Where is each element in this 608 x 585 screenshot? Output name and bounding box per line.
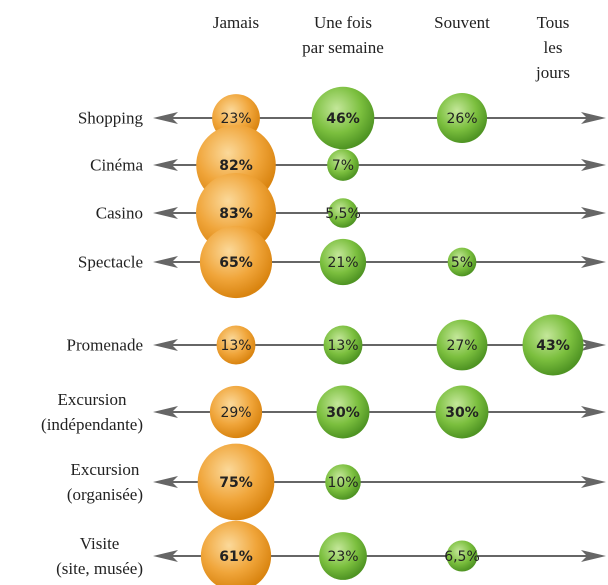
value-label: 82% bbox=[219, 158, 253, 174]
bubble bbox=[522, 314, 584, 376]
column-header: Une fois par semaine bbox=[302, 13, 384, 57]
arrow-head bbox=[153, 476, 178, 488]
arrow-head bbox=[581, 339, 606, 351]
value-label: 30% bbox=[445, 405, 479, 421]
row-label: Spectacle bbox=[77, 252, 143, 272]
value-label: 43% bbox=[536, 338, 570, 354]
value-label: 83% bbox=[219, 206, 253, 222]
value-label: 75% bbox=[219, 475, 253, 491]
arrow-head bbox=[153, 339, 178, 351]
value-label: 23% bbox=[327, 549, 358, 565]
row-label: Cinéma bbox=[90, 155, 143, 175]
column-header: Tous les jours bbox=[536, 13, 570, 82]
bubble bbox=[209, 385, 263, 439]
bubble bbox=[435, 385, 489, 439]
arrow-head bbox=[153, 550, 178, 562]
column-header: Souvent bbox=[434, 13, 490, 32]
value-label: 13% bbox=[220, 338, 251, 354]
row-label: Excursion (indépendante) bbox=[41, 390, 143, 434]
bubble bbox=[436, 319, 488, 371]
value-label: 46% bbox=[326, 111, 360, 127]
value-label: 5,5% bbox=[325, 206, 361, 222]
arrow-head bbox=[581, 406, 606, 418]
bubble bbox=[199, 225, 273, 299]
bubble bbox=[436, 92, 488, 144]
arrow-head bbox=[581, 112, 606, 124]
bubble bbox=[311, 86, 375, 150]
value-label: 7% bbox=[332, 158, 354, 174]
bubble bbox=[200, 520, 272, 585]
row-label: Excursion (organisée) bbox=[66, 460, 143, 504]
bubble bbox=[327, 149, 359, 181]
row-label: Visite (site, musée) bbox=[56, 534, 143, 578]
arrow-head bbox=[153, 207, 178, 219]
value-label: 23% bbox=[220, 111, 251, 127]
arrow-head bbox=[581, 159, 606, 171]
bubble bbox=[325, 464, 361, 500]
row-label: Casino bbox=[95, 203, 143, 223]
arrow-head bbox=[581, 550, 606, 562]
value-label: 5% bbox=[451, 255, 473, 271]
arrow-head bbox=[581, 476, 606, 488]
value-label: 26% bbox=[446, 111, 477, 127]
column-header: Jamais bbox=[212, 13, 260, 32]
value-label: 6,5% bbox=[444, 549, 480, 565]
row-label: Shopping bbox=[77, 108, 143, 128]
row-label: Promenade bbox=[66, 335, 143, 355]
bubble bbox=[319, 532, 367, 580]
bubble bbox=[197, 443, 275, 521]
value-label: 27% bbox=[446, 338, 477, 354]
arrow-head bbox=[153, 112, 178, 124]
value-label: 65% bbox=[219, 255, 253, 271]
bubble bbox=[328, 198, 358, 228]
value-label: 21% bbox=[327, 255, 358, 271]
value-label: 10% bbox=[327, 475, 358, 491]
arrow-head bbox=[581, 256, 606, 268]
value-label: 13% bbox=[327, 338, 358, 354]
arrow-head bbox=[581, 207, 606, 219]
value-label: 29% bbox=[220, 405, 251, 421]
arrow-head bbox=[153, 159, 178, 171]
bubble bbox=[319, 238, 367, 286]
value-label: 30% bbox=[326, 405, 360, 421]
value-label: 61% bbox=[219, 549, 253, 565]
bubble bbox=[446, 540, 478, 572]
arrow-head bbox=[153, 256, 178, 268]
arrow-head bbox=[153, 406, 178, 418]
bubble bbox=[447, 247, 477, 277]
bubble bbox=[323, 325, 363, 365]
bubble bbox=[316, 385, 370, 439]
bubble bbox=[216, 325, 256, 365]
